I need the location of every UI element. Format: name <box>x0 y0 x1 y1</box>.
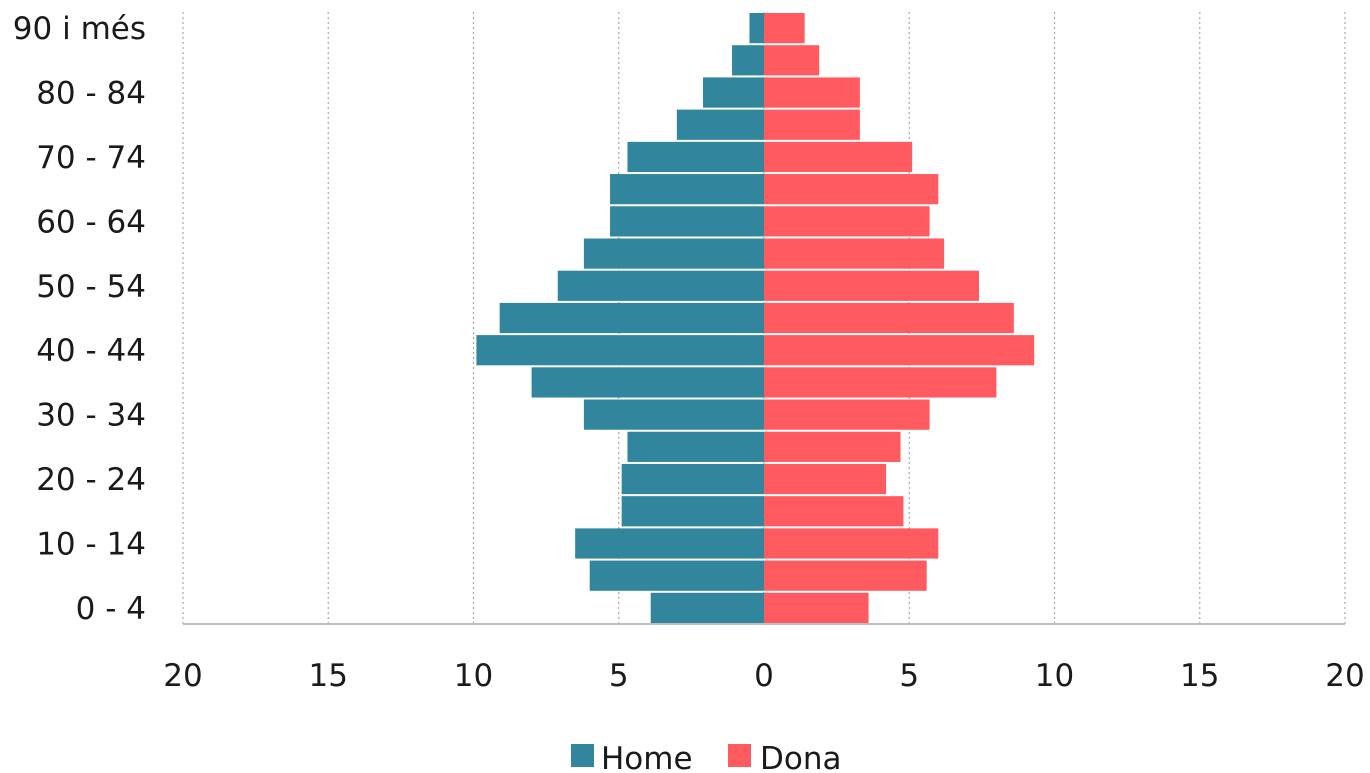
x-tick-label: 20 <box>1325 658 1364 694</box>
bar-dona <box>764 45 820 76</box>
category-labels: 0 - 4 10 - 14 20 - 24 30 - 34 40 - 44 50 - 54… <box>13 11 146 627</box>
category-label: 10 - 14 <box>36 526 146 562</box>
category-label: 30 - 34 <box>36 398 146 434</box>
category-label: 80 - 84 <box>36 76 146 112</box>
bar-dona <box>764 109 860 140</box>
bar-home <box>621 496 764 527</box>
bar-dona <box>764 431 901 462</box>
bar-dona <box>764 13 805 44</box>
bar-dona <box>764 302 1014 334</box>
bar-home <box>627 141 764 173</box>
bar-home <box>583 238 764 269</box>
bar-dona <box>764 496 904 527</box>
legend-swatch-dona <box>728 744 751 767</box>
bar-dona <box>764 399 930 430</box>
x-tick-labels: 20 15 10 5 0 5 10 15 20 <box>163 658 1364 694</box>
bar-home <box>610 206 764 237</box>
bar-dona <box>764 270 979 301</box>
bar-home <box>627 431 764 462</box>
bar-home <box>499 302 764 334</box>
legend-label-home: Home <box>601 741 693 773</box>
bar-home <box>610 174 764 205</box>
category-label: 70 - 74 <box>36 140 146 176</box>
x-tick-label: 5 <box>899 658 919 694</box>
bar-dona <box>764 463 887 495</box>
bar-dona <box>764 174 939 205</box>
bar-home <box>621 463 764 495</box>
bar-home <box>476 335 764 366</box>
bar-home <box>557 270 764 301</box>
bar-dona <box>764 238 945 269</box>
bar-home <box>732 45 764 76</box>
bar-dona <box>764 528 939 559</box>
x-tick-label: 15 <box>1180 658 1219 694</box>
x-tick-label: 0 <box>754 658 774 694</box>
legend-swatch-home <box>571 744 594 767</box>
bar-dona <box>764 206 930 237</box>
bar-dona <box>764 77 860 108</box>
x-tick-label: 10 <box>454 658 493 694</box>
bar-dona <box>764 592 869 623</box>
category-label: 0 - 4 <box>76 591 146 627</box>
bar-home <box>676 109 764 140</box>
bar-home <box>583 399 764 430</box>
category-label: 60 - 64 <box>36 204 146 240</box>
legend-label-dona: Dona <box>760 741 841 773</box>
bar-home <box>575 528 764 559</box>
legend: Home Dona <box>571 741 841 773</box>
bar-home <box>531 367 764 398</box>
x-tick-label: 10 <box>1035 658 1074 694</box>
bar-dona <box>764 367 997 398</box>
x-tick-label: 15 <box>309 658 348 694</box>
bar-dona <box>764 560 927 591</box>
bar-home <box>749 13 764 44</box>
bar-home <box>650 592 764 623</box>
category-label: 40 - 44 <box>36 333 146 369</box>
bar-dona <box>764 335 1035 366</box>
bar-home <box>702 77 764 108</box>
x-tick-label: 20 <box>163 658 202 694</box>
category-label: 20 - 24 <box>36 462 146 498</box>
category-label: 90 i més <box>13 11 146 47</box>
bars <box>476 13 1035 623</box>
x-tick-label: 5 <box>609 658 629 694</box>
bar-home <box>589 560 764 591</box>
bar-dona <box>764 141 913 173</box>
category-label: 50 - 54 <box>36 269 146 305</box>
